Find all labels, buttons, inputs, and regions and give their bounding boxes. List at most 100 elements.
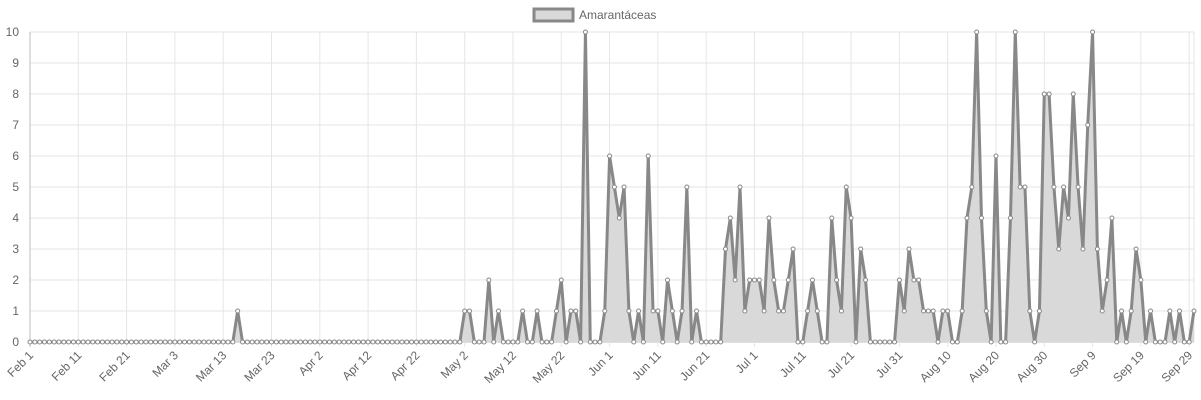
data-point[interactable] — [524, 339, 530, 345]
data-point[interactable] — [640, 339, 646, 345]
data-point[interactable] — [70, 339, 76, 345]
data-point[interactable] — [1007, 215, 1013, 221]
data-point[interactable] — [182, 339, 188, 345]
data-point[interactable] — [211, 339, 217, 345]
data-point[interactable] — [829, 215, 835, 221]
data-point[interactable] — [573, 308, 579, 314]
data-point[interactable] — [119, 339, 125, 345]
data-point[interactable] — [1085, 122, 1091, 128]
data-point[interactable] — [486, 277, 492, 283]
data-point[interactable] — [544, 339, 550, 345]
data-point[interactable] — [85, 339, 91, 345]
data-point[interactable] — [848, 215, 854, 221]
data-point[interactable] — [114, 339, 120, 345]
data-point[interactable] — [317, 339, 323, 345]
data-point[interactable] — [442, 339, 448, 345]
data-point[interactable] — [911, 277, 917, 283]
data-point[interactable] — [756, 277, 762, 283]
data-point[interactable] — [220, 339, 226, 345]
data-point[interactable] — [162, 339, 168, 345]
data-point[interactable] — [331, 339, 337, 345]
data-point[interactable] — [302, 339, 308, 345]
data-point[interactable] — [41, 339, 47, 345]
data-point[interactable] — [694, 308, 700, 314]
data-point[interactable] — [650, 308, 656, 314]
data-point[interactable] — [805, 308, 811, 314]
data-point[interactable] — [689, 339, 695, 345]
data-point[interactable] — [660, 339, 666, 345]
data-point[interactable] — [196, 339, 202, 345]
data-point[interactable] — [515, 339, 521, 345]
data-point[interactable] — [273, 339, 279, 345]
data-point[interactable] — [61, 339, 67, 345]
data-point[interactable] — [684, 184, 690, 190]
data-point[interactable] — [1186, 339, 1192, 345]
data-point[interactable] — [998, 339, 1004, 345]
data-point[interactable] — [80, 339, 86, 345]
data-point[interactable] — [1046, 91, 1052, 97]
data-point[interactable] — [1032, 339, 1038, 345]
data-point[interactable] — [737, 184, 743, 190]
data-point[interactable] — [109, 339, 115, 345]
data-point[interactable] — [776, 308, 782, 314]
data-point[interactable] — [254, 339, 260, 345]
data-point[interactable] — [351, 339, 357, 345]
data-point[interactable] — [892, 339, 898, 345]
data-point[interactable] — [235, 308, 241, 314]
data-point[interactable] — [935, 339, 941, 345]
data-point[interactable] — [568, 308, 574, 314]
data-point[interactable] — [1172, 339, 1178, 345]
data-point[interactable] — [1143, 339, 1149, 345]
data-point[interactable] — [742, 308, 748, 314]
data-point[interactable] — [703, 339, 709, 345]
data-point[interactable] — [631, 339, 637, 345]
data-point[interactable] — [906, 246, 912, 252]
data-point[interactable] — [1119, 308, 1125, 314]
data-point[interactable] — [761, 308, 767, 314]
data-point[interactable] — [99, 339, 105, 345]
data-point[interactable] — [785, 277, 791, 283]
data-point[interactable] — [1017, 184, 1023, 190]
data-point[interactable] — [491, 339, 497, 345]
data-point[interactable] — [157, 339, 163, 345]
data-point[interactable] — [679, 308, 685, 314]
data-point[interactable] — [751, 277, 757, 283]
data-point[interactable] — [389, 339, 395, 345]
data-point[interactable] — [698, 339, 704, 345]
data-point[interactable] — [278, 339, 284, 345]
data-point[interactable] — [471, 339, 477, 345]
data-point[interactable] — [37, 339, 43, 345]
data-point[interactable] — [66, 339, 72, 345]
data-point[interactable] — [370, 339, 376, 345]
data-point[interactable] — [1065, 215, 1071, 221]
data-point[interactable] — [297, 339, 303, 345]
legend-label[interactable]: Amarantáceas — [579, 8, 656, 22]
data-point[interactable] — [930, 308, 936, 314]
data-point[interactable] — [896, 277, 902, 283]
data-point[interactable] — [322, 339, 328, 345]
data-point[interactable] — [732, 277, 738, 283]
data-point[interactable] — [457, 339, 463, 345]
data-point[interactable] — [95, 339, 101, 345]
data-point[interactable] — [56, 339, 62, 345]
data-point[interactable] — [549, 339, 555, 345]
data-point[interactable] — [172, 339, 178, 345]
data-point[interactable] — [674, 339, 680, 345]
data-point[interactable] — [814, 308, 820, 314]
data-point[interactable] — [993, 153, 999, 159]
data-point[interactable] — [582, 29, 588, 35]
data-point[interactable] — [887, 339, 893, 345]
data-point[interactable] — [621, 184, 627, 190]
data-point[interactable] — [476, 339, 482, 345]
data-point[interactable] — [723, 246, 729, 252]
data-point[interactable] — [225, 339, 231, 345]
data-point[interactable] — [645, 153, 651, 159]
data-point[interactable] — [1152, 339, 1158, 345]
data-point[interactable] — [592, 339, 598, 345]
data-point[interactable] — [795, 339, 801, 345]
data-point[interactable] — [307, 339, 313, 345]
data-point[interactable] — [921, 308, 927, 314]
data-point[interactable] — [780, 308, 786, 314]
data-point[interactable] — [1012, 29, 1018, 35]
data-point[interactable] — [384, 339, 390, 345]
